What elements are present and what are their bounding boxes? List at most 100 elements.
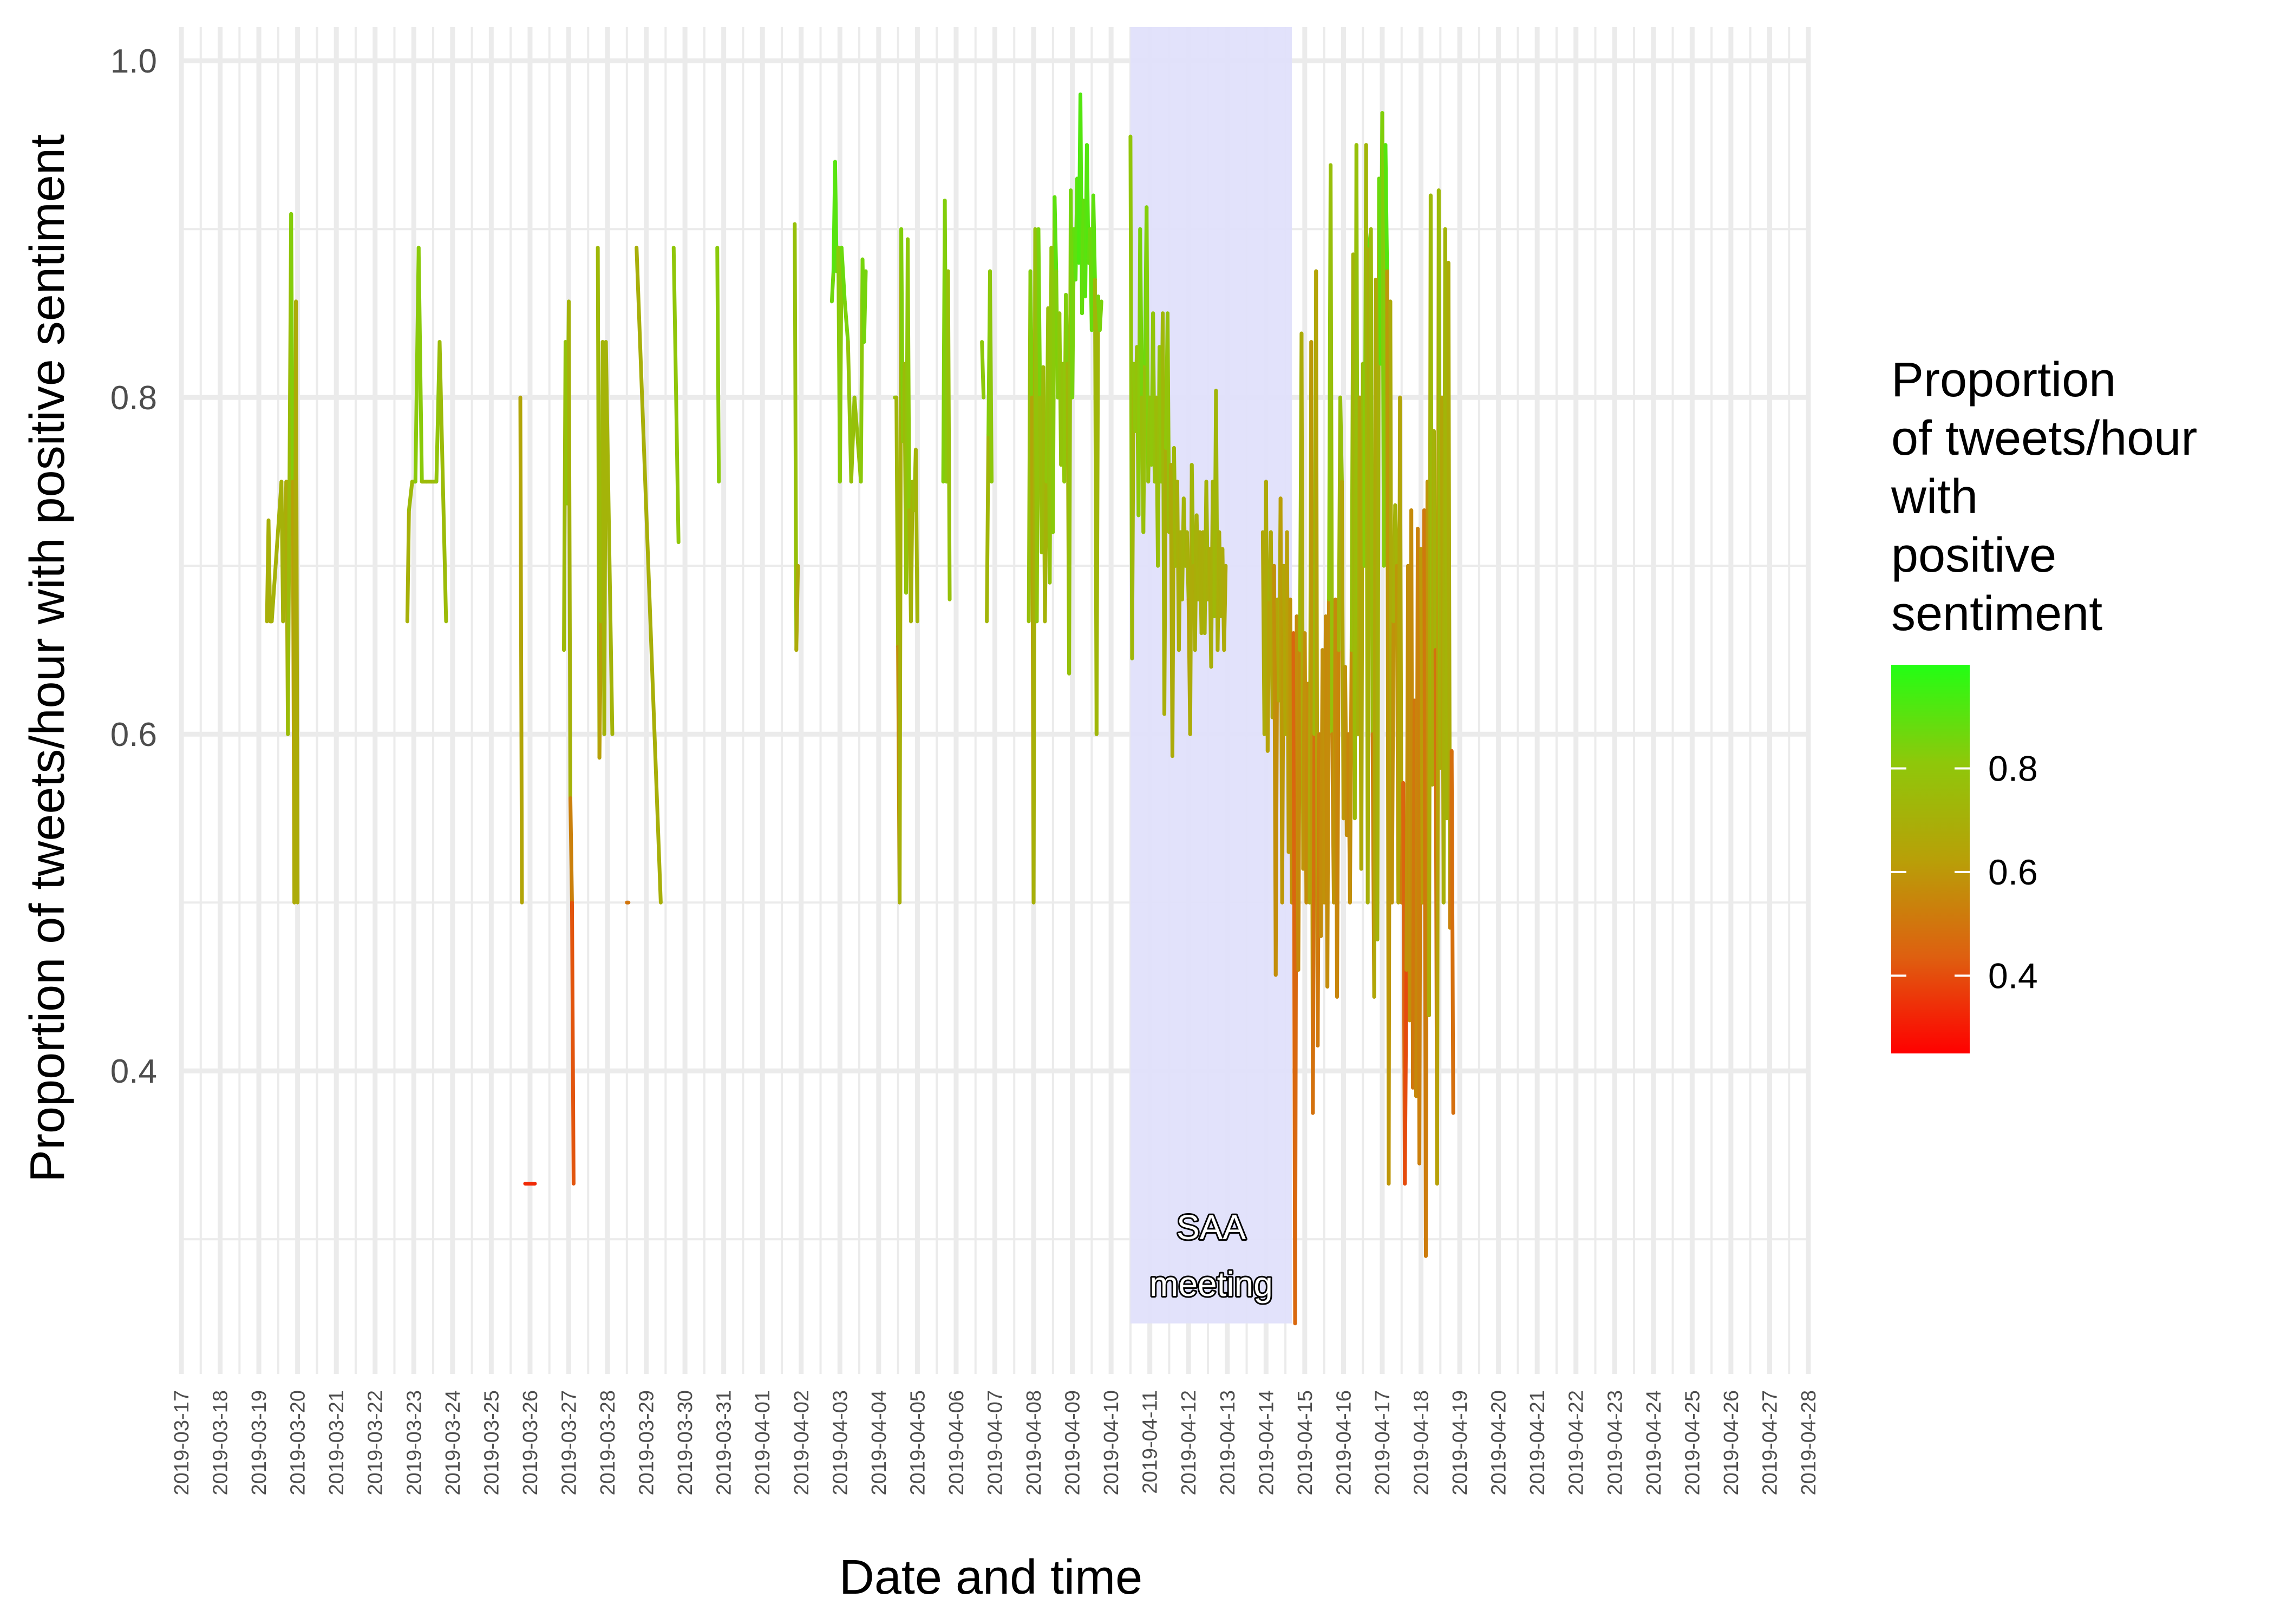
- series-line-piece: [1222, 564, 1228, 652]
- x-tick-label: 2019-04-21: [1526, 1390, 1549, 1495]
- series-line-piece: [566, 299, 572, 800]
- series-line-piece: [1403, 968, 1409, 1186]
- x-tick-label: 2019-03-25: [480, 1390, 503, 1495]
- x-tick-label: 2019-04-12: [1178, 1390, 1200, 1495]
- series-segment: [562, 299, 576, 1186]
- x-tick-label: 2019-03-17: [171, 1390, 193, 1495]
- legend-title-line-3: with: [1891, 470, 1978, 524]
- x-tick-label: 2019-04-23: [1604, 1390, 1626, 1495]
- series-line-piece: [1432, 429, 1437, 652]
- series-line-piece: [1369, 227, 1375, 736]
- series-line-piece: [1390, 619, 1396, 905]
- x-tick-label: 2019-04-14: [1255, 1390, 1278, 1495]
- series-segment: [980, 340, 986, 400]
- series-line-piece: [604, 340, 615, 736]
- series-line-piece: [839, 245, 847, 304]
- legend-title-line-2: of tweets/hour: [1891, 411, 2197, 466]
- legend-title-line-1: Proportion: [1891, 353, 2116, 407]
- series-segment: [596, 245, 615, 760]
- series-segment: [893, 227, 919, 905]
- series-line-piece: [1449, 749, 1455, 1115]
- x-tick-label: 2019-04-25: [1681, 1390, 1704, 1495]
- y-tick-label: 0.4: [110, 1053, 157, 1090]
- x-tick-label: 2019-03-18: [210, 1390, 232, 1495]
- series-line-piece: [437, 340, 448, 624]
- series-line-piece: [829, 269, 835, 304]
- x-tick-label: 2019-04-10: [1100, 1390, 1123, 1495]
- legend-title: Proportion of tweets/hour with positive …: [1891, 353, 2197, 641]
- x-tick-label: 2019-04-08: [1023, 1390, 1045, 1495]
- series-segment: [405, 245, 448, 624]
- x-tick-label: 2019-04-19: [1449, 1390, 1472, 1495]
- series-line-piece: [1383, 143, 1389, 273]
- sentiment-series: [265, 92, 1455, 1326]
- series-line-piece: [1064, 292, 1070, 366]
- x-tick-label: 2019-03-24: [442, 1390, 465, 1495]
- series-line-piece: [266, 518, 272, 624]
- x-tick-label: 2019-04-06: [945, 1390, 968, 1495]
- series-line-piece: [289, 212, 295, 484]
- saa-meeting-annotation: SAA meeting: [1148, 1206, 1275, 1305]
- x-axis-title: Date and time: [839, 1550, 1142, 1605]
- series-line-piece: [1138, 227, 1144, 400]
- series-line-piece: [570, 900, 576, 1186]
- series-segment: [518, 395, 524, 905]
- series-line-piece: [1311, 732, 1317, 1115]
- series-line-piece: [838, 245, 844, 484]
- series-line-piece: [597, 619, 603, 760]
- x-tick-label: 2019-03-30: [674, 1390, 697, 1495]
- series-line-piece: [1053, 195, 1058, 273]
- series-line-piece: [946, 269, 952, 601]
- annotation-line-1: SAA: [1177, 1208, 1246, 1247]
- x-tick-label: 2019-04-03: [829, 1390, 852, 1495]
- x-tick-label: 2019-04-16: [1332, 1390, 1355, 1495]
- x-tick-label: 2019-04-04: [868, 1390, 891, 1495]
- series-segment: [265, 212, 300, 905]
- series-line-piece: [1097, 299, 1103, 332]
- x-tick-label: 2019-04-09: [1062, 1390, 1084, 1495]
- x-tick-label: 2019-03-21: [325, 1390, 348, 1495]
- x-tick-label: 2019-04-13: [1217, 1390, 1239, 1495]
- x-tick-label: 2019-04-27: [1759, 1390, 1781, 1495]
- series-line-piece: [1190, 463, 1195, 568]
- series-line-piece: [988, 269, 994, 484]
- series-line-piece: [1162, 446, 1168, 716]
- x-tick-label: 2019-04-18: [1410, 1390, 1433, 1495]
- series-line-piece: [715, 245, 721, 484]
- series-line-piece: [1393, 503, 1399, 568]
- series-line-piece: [416, 245, 424, 484]
- series-line-piece: [980, 340, 986, 400]
- series-line-piece: [913, 448, 919, 624]
- x-tick-label: 2019-04-05: [906, 1390, 929, 1495]
- series-line-piece: [1091, 193, 1097, 281]
- grid-lines: [179, 27, 1811, 1374]
- series-segment: [1027, 92, 1103, 905]
- y-axis-ticks: 0.4 0.6 0.8 1.0: [110, 43, 157, 1090]
- series-segment: [715, 245, 721, 484]
- series-line-piece: [1043, 480, 1049, 624]
- series-line-piece: [1338, 395, 1344, 484]
- x-tick-label: 2019-04-02: [790, 1390, 813, 1495]
- x-tick-label: 2019-04-24: [1643, 1390, 1665, 1495]
- color-scale-ticks: 0.4 0.6 0.8: [1891, 748, 2038, 996]
- series-segment: [635, 245, 663, 905]
- color-scale-bar: [1891, 665, 1970, 1053]
- series-line-piece: [1365, 244, 1371, 905]
- color-scale-tick-label: 0.8: [1988, 748, 2038, 788]
- x-tick-label: 2019-03-22: [364, 1390, 387, 1495]
- x-tick-label: 2019-03-29: [636, 1390, 658, 1495]
- series-line-piece: [1094, 294, 1100, 736]
- color-scale-tick-label: 0.6: [1988, 852, 2038, 892]
- series-line-piece: [1335, 648, 1341, 999]
- x-tick-label: 2019-03-31: [713, 1390, 736, 1495]
- series-line-piece: [1141, 362, 1147, 534]
- x-tick-label: 2019-03-19: [248, 1390, 271, 1495]
- series-line-piece: [635, 245, 663, 905]
- color-scale-tick-label: 0.4: [1988, 955, 2038, 996]
- series-segment: [985, 269, 994, 624]
- series-line-piece: [407, 480, 414, 513]
- x-tick-label: 2019-04-26: [1720, 1390, 1743, 1495]
- series-line-piece: [294, 299, 300, 905]
- series-line-piece: [1036, 227, 1042, 400]
